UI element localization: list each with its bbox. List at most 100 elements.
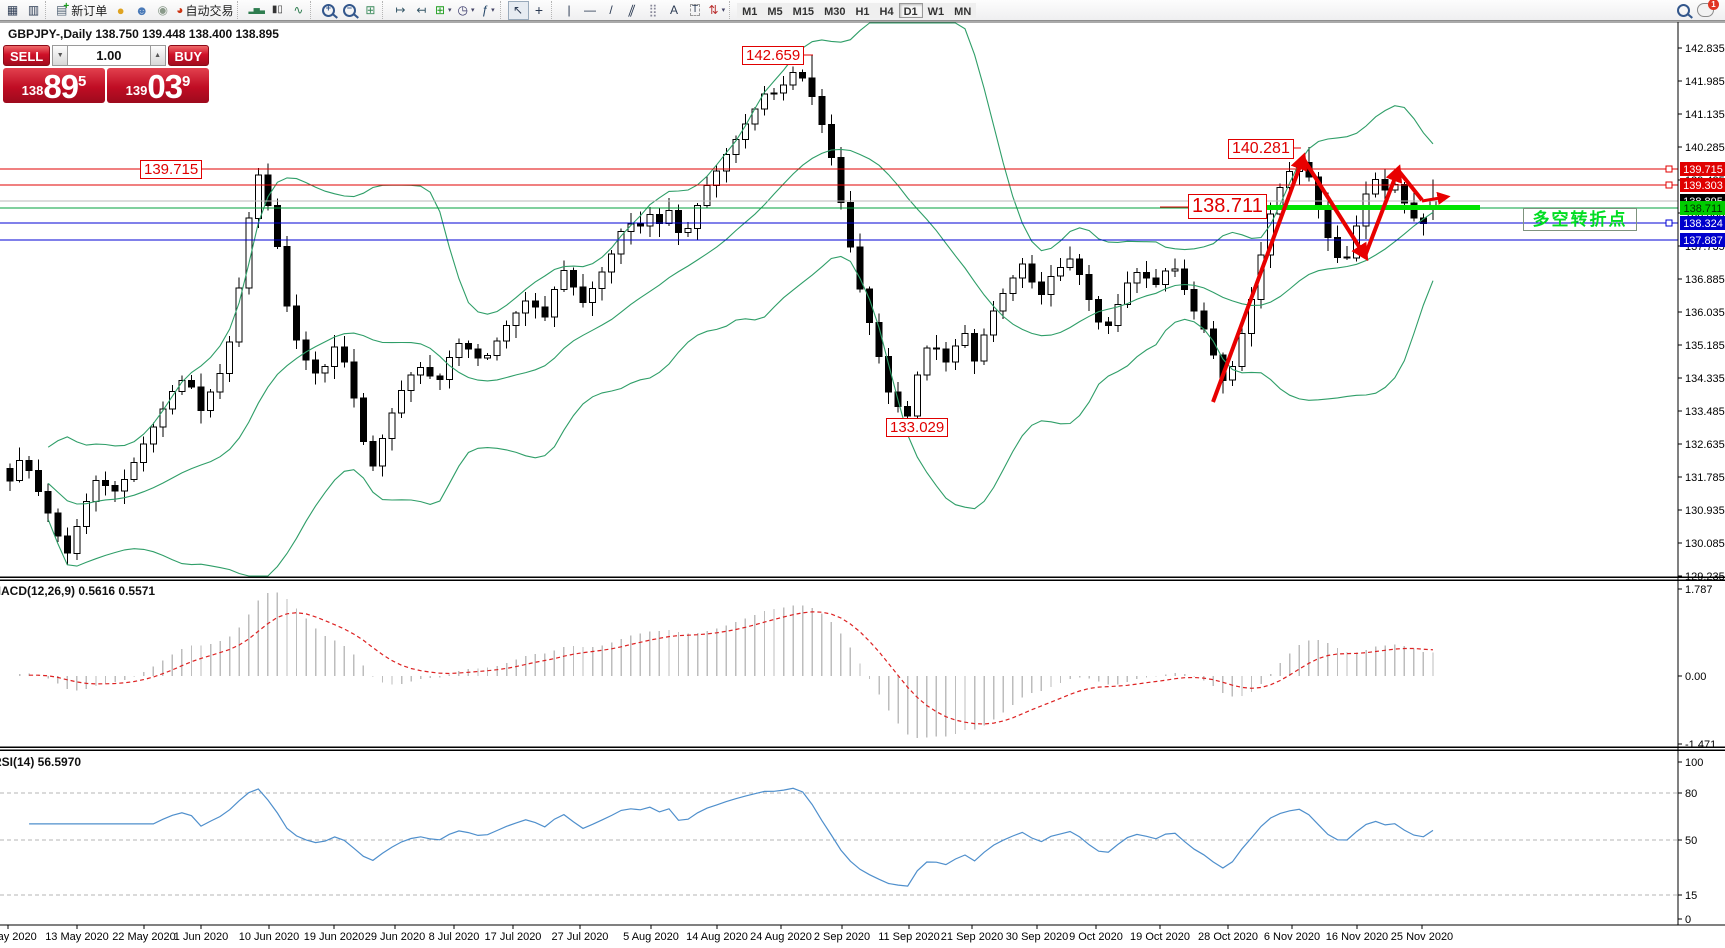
chart-shift-button[interactable]: ↦ (390, 1, 411, 20)
spin-down-icon: ▼ (56, 52, 64, 59)
cursor-tool-button[interactable]: ↖ (507, 0, 529, 20)
price-annotation[interactable]: 142.659 (742, 46, 805, 65)
text-icon: A (670, 3, 679, 17)
indicators-button[interactable]: ƒ ▾ (478, 1, 499, 20)
horizontal-line-icon: — (584, 3, 597, 17)
svg-text:25 Nov 2020: 25 Nov 2020 (1391, 931, 1453, 943)
notification-badge: 1 (1708, 0, 1719, 10)
note-annotation[interactable]: 多空转折点 (1523, 208, 1637, 231)
svg-text:138.324: 138.324 (1683, 218, 1723, 230)
auto-trading-button[interactable]: ◕ 自动交易 (173, 1, 236, 20)
bollinger-band (47, 22, 1434, 448)
zoom-in-icon: + (321, 3, 335, 17)
deposit-button[interactable]: ● (110, 1, 131, 20)
timeframe-w1-button[interactable]: W1 (922, 2, 950, 18)
new-order-button[interactable]: ▤ + 新订单 (53, 1, 110, 20)
zoom-in-button[interactable]: + (318, 1, 339, 20)
sell-price-display[interactable]: 138 89 5 (3, 68, 105, 103)
timeframe-mn-button[interactable]: MN (949, 2, 977, 18)
crosshair-tool-button[interactable]: + (529, 1, 550, 20)
period-clock-button[interactable]: ◷ ▾ (455, 1, 478, 20)
line-handle (1665, 181, 1673, 189)
buy-price-display[interactable]: 139 03 9 (107, 68, 209, 103)
svg-text:141.985: 141.985 (1685, 76, 1725, 88)
signals-button[interactable]: ◉ (152, 1, 173, 20)
zigzag-segment (1301, 156, 1369, 262)
auto-scroll-button[interactable]: ↤ (411, 1, 432, 20)
svg-text:11 Sep 2020: 11 Sep 2020 (878, 931, 940, 943)
sell-button[interactable]: SELL (3, 45, 51, 66)
volume-decrease-button[interactable]: ▼ (52, 45, 69, 66)
timeframe-h4-button[interactable]: H4 (874, 2, 899, 18)
cursor-icon: ↖ (512, 3, 524, 17)
macd-histogram (18, 592, 1434, 739)
symbol-ohlc-line: GBPJPY-,Daily 138.750 139.448 138.400 13… (8, 27, 279, 41)
sell-price-integer: 138 (21, 83, 44, 98)
tile-windows-button[interactable]: ⊞ (360, 1, 381, 20)
svg-text:141.135: 141.135 (1685, 109, 1725, 121)
svg-text:132.635: 132.635 (1685, 439, 1725, 451)
volume-increase-button[interactable]: ▲ (149, 45, 166, 66)
notifications-button[interactable]: 1 (1694, 0, 1723, 20)
toolbar-separator (381, 1, 389, 19)
svg-text:2 Sep 2020: 2 Sep 2020 (814, 931, 870, 943)
chart-window-button[interactable]: ▦ (2, 1, 23, 20)
shapes-tool-button[interactable]: ⇅ ▾ (706, 1, 729, 20)
timeframe-m5-button[interactable]: M5 (762, 2, 788, 18)
timeframe-m15-button[interactable]: M15 (787, 2, 820, 18)
account-profile-button[interactable]: ☻ (131, 1, 152, 20)
price-annotation[interactable]: 138.711 (1188, 194, 1267, 219)
buy-price-pips: 03 (147, 68, 183, 105)
svg-text:0.00: 0.00 (1685, 671, 1706, 683)
svg-text:136.885: 136.885 (1685, 274, 1725, 286)
timeframe-d1-button[interactable]: D1 (898, 2, 923, 18)
line-chart-icon: ∿ (293, 3, 304, 17)
line-chart-button[interactable]: ∿ (288, 1, 309, 20)
buy-button[interactable]: BUY (167, 45, 209, 66)
fibonacci-tool-button[interactable]: ⣿ (643, 1, 664, 20)
vertical-line-tool-button[interactable]: | (559, 1, 580, 20)
macd-signal-line (29, 611, 1434, 725)
text-label-tool-button[interactable]: T (685, 1, 706, 20)
auto-trading-icon: ◕ (176, 3, 184, 17)
axis-price-badges: 139.715139.303138.895138.711138.324137.8… (1680, 162, 1725, 247)
search-button[interactable] (1673, 1, 1694, 20)
chevron-down-icon: ▾ (721, 7, 726, 14)
candlestick-chart-button[interactable]: ▮▯ (267, 1, 288, 20)
text-tool-button[interactable]: A (664, 1, 685, 20)
svg-text:134.335: 134.335 (1685, 373, 1725, 385)
profiles-button[interactable]: ⊞ ▾ (432, 1, 455, 20)
toolbar-separator (729, 1, 736, 19)
main-toolbar: ▦ ▥ ▤ + 新订单 ● ☻ ◉ ◕ 自动交易 ▂▅▃ ▮▯ ∿ + − ⊞ … (0, 0, 1725, 21)
horizontal-line-tool-button[interactable]: — (580, 1, 601, 20)
price-annotation[interactable]: 139.715 (140, 160, 203, 179)
svg-text:10 Jun 2020: 10 Jun 2020 (239, 931, 300, 943)
timeframe-m1-button[interactable]: M1 (737, 2, 763, 18)
zoom-out-icon: − (342, 3, 356, 17)
sell-price-point: 5 (78, 73, 87, 90)
svg-text:130.935: 130.935 (1685, 505, 1725, 517)
svg-text:137.887: 137.887 (1683, 235, 1723, 247)
svg-text:30 Sep 2020: 30 Sep 2020 (1006, 931, 1068, 943)
svg-text:130.085: 130.085 (1685, 538, 1725, 550)
svg-text:133.485: 133.485 (1685, 406, 1725, 418)
svg-text:14 Aug 2020: 14 Aug 2020 (686, 931, 748, 943)
channel-tool-button[interactable]: ∥ (622, 1, 643, 20)
svg-text:17 Jul 2020: 17 Jul 2020 (485, 931, 542, 943)
price-annotation[interactable]: 133.029 (886, 418, 949, 437)
profiles-icon: ⊞ (434, 3, 445, 17)
line-handle (1665, 165, 1673, 173)
svg-text:8 Jul 2020: 8 Jul 2020 (429, 931, 480, 943)
trendline-tool-button[interactable]: / (601, 1, 622, 20)
bar-chart-button[interactable]: ▂▅▃ (245, 1, 266, 20)
svg-text:4 May 2020: 4 May 2020 (0, 931, 37, 943)
timeframe-h1-button[interactable]: H1 (850, 2, 875, 18)
price-annotation[interactable]: 140.281 (1228, 139, 1294, 159)
timeframe-m30-button[interactable]: M30 (819, 2, 851, 18)
zoom-out-button[interactable]: − (339, 1, 360, 20)
volume-input[interactable] (68, 45, 150, 66)
chart-preview-button[interactable]: ▥ (23, 1, 44, 20)
